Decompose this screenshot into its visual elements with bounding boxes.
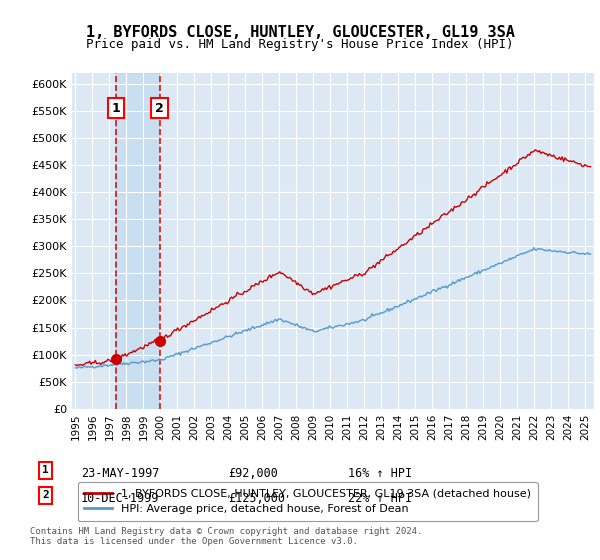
Text: 10-DEC-1999: 10-DEC-1999	[81, 492, 160, 505]
Text: 23-MAY-1997: 23-MAY-1997	[81, 466, 160, 480]
Text: Contains HM Land Registry data © Crown copyright and database right 2024.
This d: Contains HM Land Registry data © Crown c…	[30, 526, 422, 546]
Text: 1: 1	[112, 101, 121, 115]
Text: £92,000: £92,000	[228, 466, 278, 480]
Text: 2: 2	[42, 491, 49, 501]
Text: Price paid vs. HM Land Registry's House Price Index (HPI): Price paid vs. HM Land Registry's House …	[86, 38, 514, 51]
Text: 16% ↑ HPI: 16% ↑ HPI	[348, 466, 412, 480]
Text: 22% ↑ HPI: 22% ↑ HPI	[348, 492, 412, 505]
Text: £125,000: £125,000	[228, 492, 285, 505]
Bar	[116, 73, 160, 409]
Legend: 1, BYFORDS CLOSE, HUNTLEY, GLOUCESTER, GL19 3SA (detached house), HPI: Average p: 1, BYFORDS CLOSE, HUNTLEY, GLOUCESTER, G…	[77, 482, 538, 521]
Text: 1: 1	[42, 465, 49, 475]
Text: 2: 2	[155, 101, 164, 115]
Text: 1, BYFORDS CLOSE, HUNTLEY, GLOUCESTER, GL19 3SA: 1, BYFORDS CLOSE, HUNTLEY, GLOUCESTER, G…	[86, 25, 514, 40]
